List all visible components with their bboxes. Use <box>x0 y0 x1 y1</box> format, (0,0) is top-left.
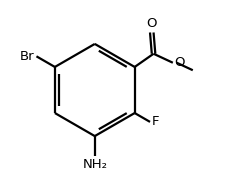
Text: O: O <box>146 17 157 30</box>
Text: O: O <box>175 56 185 69</box>
Text: F: F <box>152 115 160 128</box>
Text: Br: Br <box>20 50 35 63</box>
Text: NH₂: NH₂ <box>82 158 107 171</box>
